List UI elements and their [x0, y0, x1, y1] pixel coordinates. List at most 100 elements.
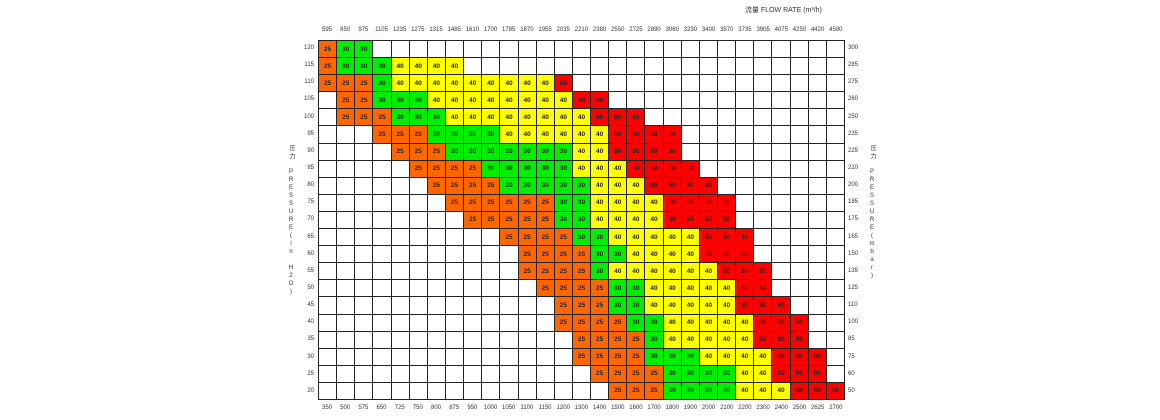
value-cell-50: 50 — [808, 348, 826, 365]
bottom-axis-tick: 2625 — [810, 405, 825, 411]
left-axis-label: 压力 PRESSURE(in H2O) — [287, 145, 296, 297]
value-cell-25: 25 — [319, 58, 337, 75]
pressure-inh2o-tick: 115 — [304, 62, 314, 69]
value-cell-30: 30 — [427, 109, 445, 126]
empty-cell — [500, 41, 518, 58]
value-cell-50: 50 — [645, 126, 663, 143]
empty-cell — [391, 382, 409, 399]
empty-cell — [554, 382, 572, 399]
value-cell-30: 30 — [645, 314, 663, 331]
empty-cell — [337, 211, 355, 229]
empty-cell — [427, 246, 445, 263]
flow-rate-tick: 1315 — [429, 27, 443, 33]
value-cell-50: 50 — [790, 365, 808, 382]
empty-cell — [572, 75, 591, 92]
empty-cell — [355, 143, 373, 160]
empty-cell — [699, 58, 718, 75]
value-cell-50: 50 — [699, 246, 718, 263]
empty-cell — [355, 194, 373, 211]
empty-cell — [790, 263, 808, 280]
empty-cell — [445, 348, 464, 365]
value-cell-50: 50 — [772, 365, 790, 382]
empty-cell — [427, 382, 445, 399]
value-cell-50: 50 — [790, 382, 808, 399]
empty-cell — [391, 348, 409, 365]
empty-cell — [663, 109, 681, 126]
empty-cell — [391, 194, 409, 211]
empty-cell — [482, 41, 500, 58]
pressure-inh2o-tick: 100 — [303, 113, 314, 120]
empty-cell — [373, 229, 391, 246]
value-cell-50: 50 — [772, 331, 790, 348]
value-cell-40: 40 — [663, 331, 681, 348]
empty-cell — [319, 109, 337, 126]
pressure-mbar-tick: 275 — [848, 79, 859, 86]
value-cell-25: 25 — [482, 211, 500, 229]
value-cell-30: 30 — [482, 126, 500, 143]
value-cell-40: 40 — [409, 58, 427, 75]
bottom-axis-tick: 1400 — [592, 405, 607, 411]
empty-cell — [482, 331, 500, 348]
empty-cell — [337, 126, 355, 143]
empty-cell — [826, 143, 844, 160]
empty-cell — [826, 109, 844, 126]
empty-cell — [319, 229, 337, 246]
empty-cell — [464, 280, 482, 297]
value-cell-30: 30 — [500, 160, 518, 177]
value-cell-40: 40 — [554, 109, 572, 126]
empty-cell — [754, 75, 772, 92]
empty-cell — [826, 126, 844, 143]
value-cell-30: 30 — [536, 143, 554, 160]
empty-cell — [409, 365, 427, 382]
value-cell-40: 40 — [409, 75, 427, 92]
empty-cell — [373, 314, 391, 331]
value-cell-50: 50 — [790, 348, 808, 365]
bottom-axis-tick: 2300 — [756, 405, 770, 411]
value-cell-50: 50 — [645, 160, 663, 177]
empty-cell — [518, 41, 536, 58]
empty-cell — [645, 92, 663, 109]
empty-cell — [319, 177, 337, 194]
empty-cell — [445, 211, 464, 229]
value-cell-40: 40 — [554, 92, 572, 109]
value-cell-40: 40 — [445, 75, 464, 92]
value-cell-25: 25 — [645, 365, 663, 382]
pressure-inh2o-tick: 75 — [307, 199, 314, 206]
empty-cell — [790, 177, 808, 194]
value-cell-40: 40 — [718, 331, 736, 348]
bottom-axis-tick: 1300 — [574, 405, 589, 411]
empty-cell — [355, 229, 373, 246]
value-cell-30: 30 — [681, 382, 699, 399]
empty-cell — [663, 92, 681, 109]
value-cell-50: 50 — [754, 263, 772, 280]
flow-rate-tick: 3570 — [720, 27, 734, 33]
flow-rate-tick: 4420 — [810, 27, 825, 33]
empty-cell — [754, 211, 772, 229]
empty-cell — [790, 246, 808, 263]
empty-cell — [518, 331, 536, 348]
empty-cell — [409, 382, 427, 399]
bottom-axis-tick: 650 — [376, 405, 387, 411]
value-cell-30: 30 — [554, 177, 572, 194]
empty-cell — [536, 41, 554, 58]
empty-cell — [754, 177, 772, 194]
empty-cell — [337, 263, 355, 280]
empty-cell — [826, 280, 844, 297]
flow-rate-tick: 975 — [358, 27, 369, 33]
flow-rate-tick: 4075 — [774, 27, 788, 33]
value-cell-25: 25 — [319, 75, 337, 92]
value-cell-40: 40 — [609, 160, 627, 177]
value-cell-30: 30 — [500, 143, 518, 160]
pressure-inh2o-tick: 55 — [307, 267, 314, 274]
value-cell-40: 40 — [699, 280, 718, 297]
value-cell-25: 25 — [337, 75, 355, 92]
empty-cell — [681, 92, 699, 109]
empty-cell — [391, 297, 409, 314]
value-cell-50: 50 — [663, 126, 681, 143]
value-cell-40: 40 — [591, 177, 609, 194]
empty-cell — [772, 280, 790, 297]
flow-rate-tick: 1870 — [520, 27, 534, 33]
value-cell-25: 25 — [536, 263, 554, 280]
bottom-axis-tick: 875 — [449, 405, 460, 411]
value-cell-40: 40 — [518, 109, 536, 126]
